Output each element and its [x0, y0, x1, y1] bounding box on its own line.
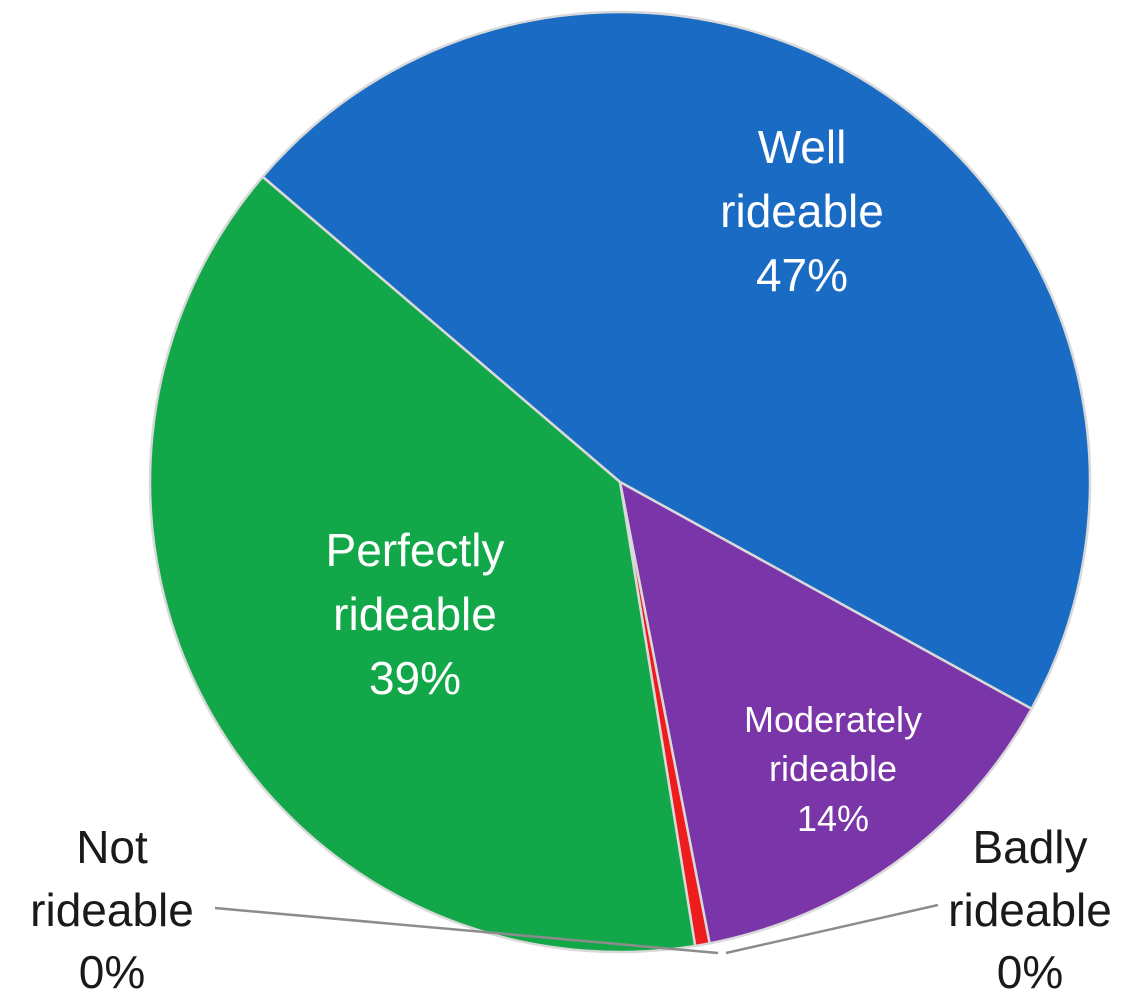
- svg-text:Badly: Badly: [972, 821, 1087, 873]
- svg-text:rideable: rideable: [948, 884, 1112, 936]
- label-not-rideable: Not rideable 0%: [30, 821, 194, 995]
- svg-text:47%: 47%: [756, 249, 848, 301]
- svg-text:rideable: rideable: [720, 185, 884, 237]
- svg-text:Perfectly: Perfectly: [326, 524, 505, 576]
- label-moderately-rideable: Moderately rideable 14%: [744, 699, 922, 839]
- svg-text:Moderately: Moderately: [744, 699, 922, 740]
- label-perfectly-rideable: Perfectly rideable 39%: [326, 524, 505, 704]
- label-well-rideable: Well rideable 47%: [720, 121, 884, 301]
- pie-slices: [148, 10, 1092, 954]
- svg-text:14%: 14%: [797, 798, 869, 839]
- slice-well-rideable: [261, 10, 1092, 711]
- svg-text:39%: 39%: [369, 652, 461, 704]
- svg-text:0%: 0%: [79, 946, 145, 995]
- svg-text:Well: Well: [758, 121, 847, 173]
- svg-text:rideable: rideable: [769, 748, 897, 789]
- svg-text:0%: 0%: [997, 946, 1063, 995]
- slice-moderately-rideable: [618, 480, 1033, 945]
- leader-line-not-rideable: [214, 906, 719, 955]
- slice-perfectly-rideable: [148, 175, 697, 954]
- svg-text:Not: Not: [76, 821, 148, 873]
- svg-text:rideable: rideable: [30, 884, 194, 936]
- leader-line-badly-rideable: [725, 903, 939, 955]
- svg-text:rideable: rideable: [333, 588, 497, 640]
- label-badly-rideable: Badly rideable 0%: [948, 821, 1112, 995]
